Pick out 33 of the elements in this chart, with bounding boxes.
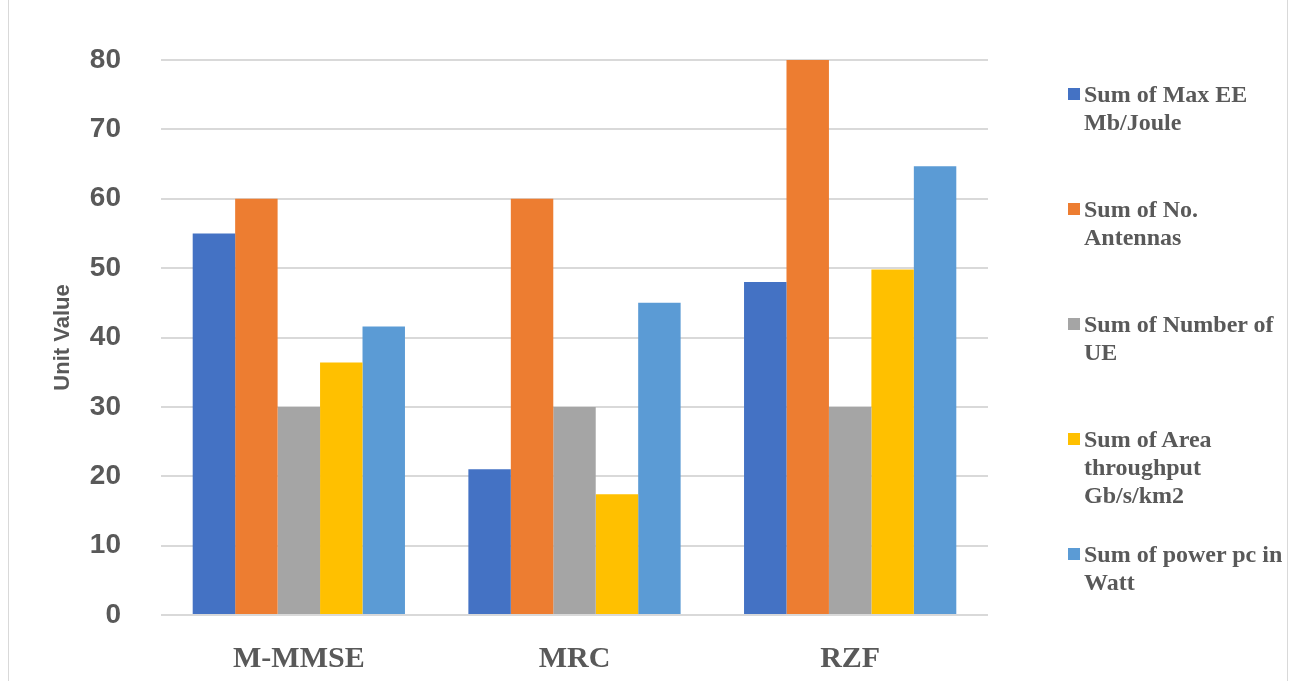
y-tick-label: 80: [89, 42, 121, 74]
bar: [553, 406, 596, 614]
bar: [510, 198, 554, 614]
bar: [277, 406, 321, 614]
y-tick-label: 10: [89, 528, 121, 560]
bar: [828, 406, 872, 614]
bar: [638, 302, 681, 614]
legend-label: Sum of Max EE Mb/Joule: [1084, 80, 1249, 136]
legend-label: Sum of Number of UE: [1084, 310, 1275, 366]
y-tick-label: 70: [89, 112, 121, 144]
y-axis-title: Unit Value: [49, 284, 75, 391]
y-tick-label: 20: [89, 458, 121, 490]
legend-label: Sum of No. Antennas: [1084, 195, 1199, 251]
x-tick-label: MRC: [538, 639, 611, 673]
bar: [468, 469, 511, 614]
bar: [871, 269, 914, 614]
bar: [744, 282, 787, 614]
bar: [320, 362, 363, 614]
bar: [913, 166, 957, 614]
y-tick-label: 30: [89, 389, 121, 421]
legend-label: Sum of power pc in Watt: [1084, 540, 1284, 596]
bar: [786, 60, 829, 614]
y-tick-label: 0: [105, 597, 121, 629]
legend-label: Sum of Area throughput Gb/s/km2: [1084, 425, 1213, 509]
bar: [192, 233, 236, 614]
bar: [595, 494, 639, 614]
y-tick-label: 60: [89, 181, 121, 213]
x-tick-label: M-MMSE: [233, 639, 365, 673]
bar: [362, 326, 405, 614]
bar: [235, 198, 278, 614]
x-tick-label: RZF: [820, 639, 881, 673]
y-tick-label: 40: [89, 320, 121, 352]
y-tick-label: 50: [89, 250, 121, 282]
